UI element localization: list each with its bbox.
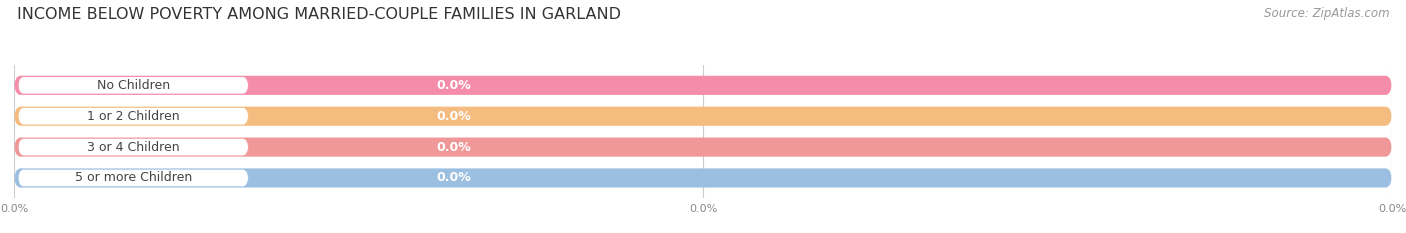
Text: 0.0%: 0.0%: [437, 110, 471, 123]
Text: 0.0%: 0.0%: [437, 79, 471, 92]
FancyBboxPatch shape: [14, 107, 1392, 126]
Text: No Children: No Children: [97, 79, 170, 92]
FancyBboxPatch shape: [18, 170, 249, 186]
FancyBboxPatch shape: [14, 137, 1392, 157]
FancyBboxPatch shape: [14, 76, 1392, 95]
Text: 3 or 4 Children: 3 or 4 Children: [87, 140, 180, 154]
Text: 5 or more Children: 5 or more Children: [75, 171, 191, 185]
Text: Source: ZipAtlas.com: Source: ZipAtlas.com: [1264, 7, 1389, 20]
Text: 1 or 2 Children: 1 or 2 Children: [87, 110, 180, 123]
FancyBboxPatch shape: [14, 168, 1392, 188]
Text: 0.0%: 0.0%: [437, 140, 471, 154]
Text: INCOME BELOW POVERTY AMONG MARRIED-COUPLE FAMILIES IN GARLAND: INCOME BELOW POVERTY AMONG MARRIED-COUPL…: [17, 7, 621, 22]
FancyBboxPatch shape: [18, 139, 249, 155]
FancyBboxPatch shape: [18, 108, 249, 125]
FancyBboxPatch shape: [18, 77, 249, 94]
Text: 0.0%: 0.0%: [437, 171, 471, 185]
